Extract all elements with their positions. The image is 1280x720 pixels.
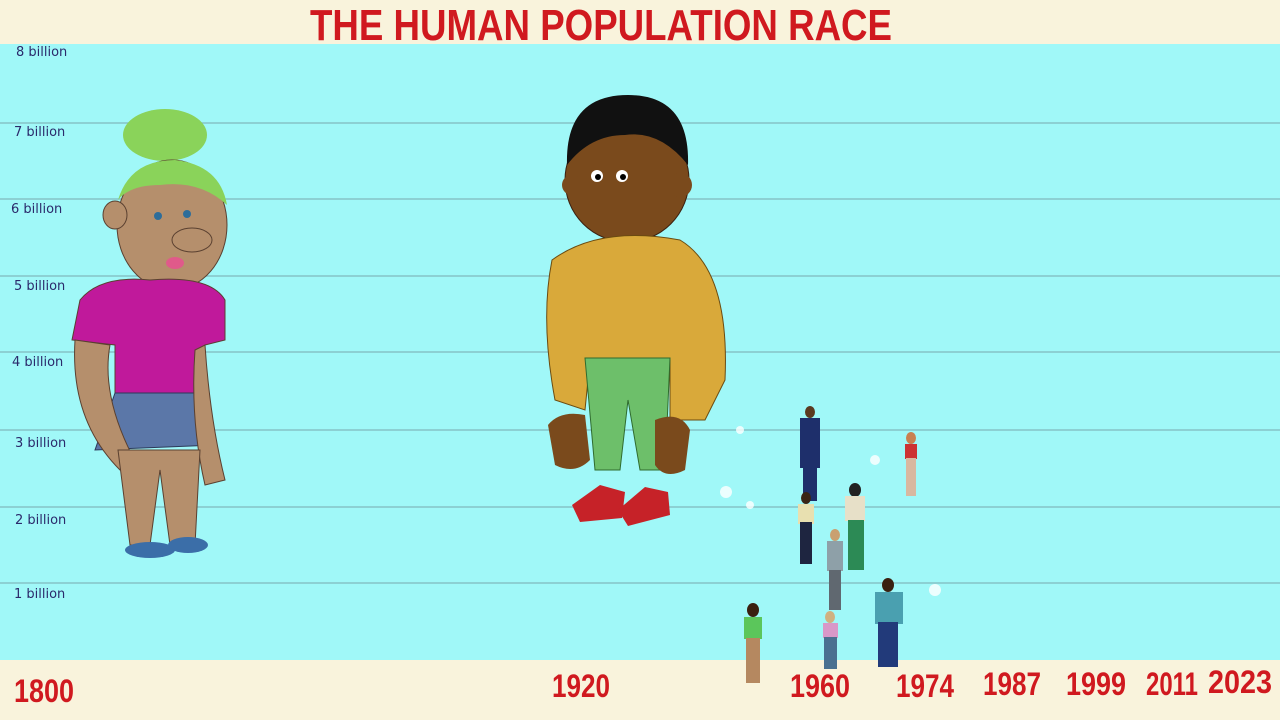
y-label: 3 billion bbox=[15, 436, 66, 451]
x-label: 1987 bbox=[983, 666, 1041, 702]
y-label: 4 billion bbox=[12, 355, 63, 370]
y-label: 7 billion bbox=[14, 125, 65, 140]
y-label: 5 billion bbox=[14, 279, 65, 294]
y-label: 8 billion bbox=[16, 45, 67, 60]
bottom-band bbox=[0, 660, 1280, 720]
x-label: 1974 bbox=[896, 668, 954, 704]
y-label: 6 billion bbox=[11, 202, 62, 217]
x-label: 2023 bbox=[1208, 664, 1272, 700]
x-label: 1920 bbox=[552, 668, 610, 704]
y-label: 1 billion bbox=[14, 587, 65, 602]
top-band bbox=[0, 0, 1280, 44]
x-label: 2011 bbox=[1146, 666, 1198, 702]
boy-figure bbox=[546, 95, 726, 526]
small-figures bbox=[720, 406, 941, 683]
title: THE HUMAN POPULATION RACE bbox=[310, 1, 892, 50]
x-label: 1999 bbox=[1066, 666, 1126, 702]
x-label: 1800 bbox=[14, 673, 74, 709]
y-label: 2 billion bbox=[15, 513, 66, 528]
x-label: 1960 bbox=[790, 668, 850, 704]
girl-figure bbox=[71, 109, 228, 558]
